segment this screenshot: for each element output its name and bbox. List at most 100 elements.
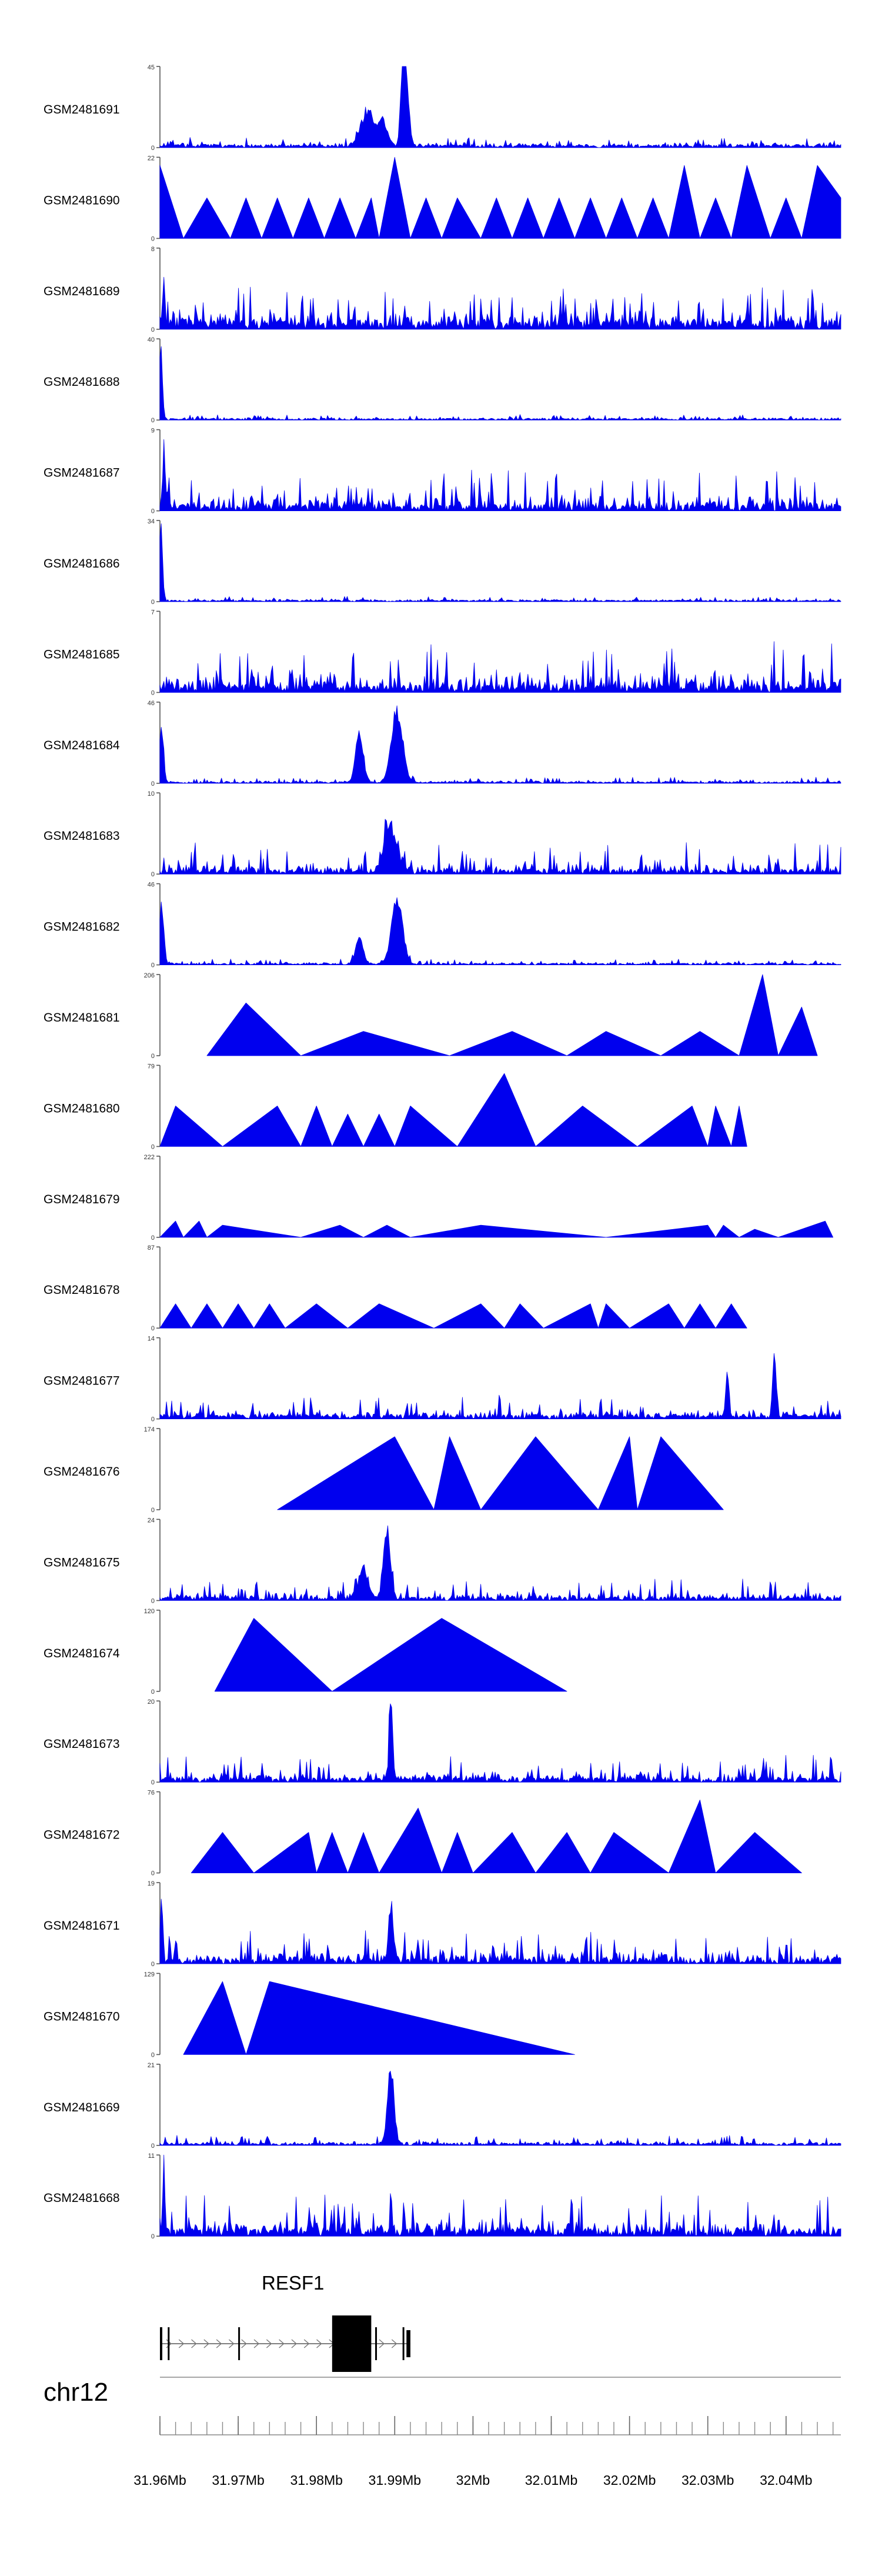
exon <box>332 2315 372 2372</box>
y-tick-label-min: 0 <box>151 2143 155 2150</box>
signal-area <box>159 1303 747 1329</box>
y-tick-label-min: 0 <box>151 1689 155 1696</box>
track-GSM2481678: GSM2481678 87 0 <box>44 1244 747 1332</box>
track-GSM2481688: GSM2481688 40 0 <box>44 336 841 424</box>
signal-area <box>159 346 841 421</box>
signal-area <box>183 1981 575 2055</box>
track-label: GSM2481668 <box>44 2191 120 2205</box>
exon <box>238 2327 240 2360</box>
track-label: GSM2481684 <box>44 739 120 752</box>
track-label: GSM2481689 <box>44 285 120 298</box>
y-tick-label-min: 0 <box>151 417 155 424</box>
track-label: GSM2481691 <box>44 103 120 116</box>
exon <box>168 2327 170 2360</box>
y-tick-label-max: 22 <box>148 155 155 162</box>
y-tick-label-min: 0 <box>151 689 155 696</box>
track-label: GSM2481669 <box>44 2101 120 2114</box>
y-tick-label-max: 14 <box>148 1336 155 1343</box>
track-label: GSM2481678 <box>44 1283 120 1297</box>
y-tick-label-min: 0 <box>151 962 155 969</box>
strand-arrow <box>291 2339 298 2348</box>
y-tick-label-min: 0 <box>151 1325 155 1332</box>
signal-area <box>206 974 818 1056</box>
y-tick-label-min: 0 <box>151 1870 155 1877</box>
y-tick-label-max: 222 <box>144 1154 155 1161</box>
signal-area <box>159 1073 747 1147</box>
y-tick-label-min: 0 <box>151 599 155 606</box>
y-tick-label-max: 7 <box>151 609 155 616</box>
strand-arrow <box>379 2339 385 2348</box>
signal-area <box>159 66 841 148</box>
y-tick-label-min: 0 <box>151 1507 155 1514</box>
y-tick-label-min: 0 <box>151 235 155 242</box>
y-tick-label-max: 45 <box>148 64 155 71</box>
track-GSM2481668: GSM2481668 11 0 <box>44 2153 841 2240</box>
track-GSM2481679: GSM2481679 222 0 <box>44 1154 834 1242</box>
y-tick-label-max: 76 <box>148 1790 155 1797</box>
track-label: GSM2481674 <box>44 1647 120 1660</box>
track-GSM2481691: GSM2481691 45 0 <box>44 64 841 152</box>
y-tick-label-max: 10 <box>148 790 155 798</box>
x-tick-label: 32.01Mb <box>525 2472 578 2488</box>
x-tick-label: 32.04Mb <box>760 2472 813 2488</box>
y-tick-label-min: 0 <box>151 145 155 152</box>
y-tick-label-min: 0 <box>151 326 155 333</box>
signal-area <box>159 523 841 602</box>
strand-arrow <box>279 2339 285 2348</box>
signal-tracks: GSM2481691450GSM2481690220GSM248168980GS… <box>44 64 841 2240</box>
track-GSM2481682: GSM2481682 46 0 <box>44 882 841 969</box>
track-label: GSM2481680 <box>44 1102 120 1115</box>
strand-arrow <box>266 2339 272 2348</box>
exon <box>160 2327 162 2360</box>
signal-area <box>159 705 841 784</box>
y-tick-label-max: 24 <box>148 1517 155 1524</box>
signal-area <box>159 1353 841 1419</box>
strand-arrow <box>253 2339 260 2348</box>
track-GSM2481671: GSM2481671 19 0 <box>44 1880 841 1968</box>
track-label: GSM2481682 <box>44 920 120 934</box>
exon <box>406 2330 410 2357</box>
x-tick-label: 32.02Mb <box>603 2472 656 2488</box>
track-label: GSM2481677 <box>44 1374 120 1388</box>
strand-arrow <box>191 2339 197 2348</box>
y-tick-label-max: 79 <box>148 1063 155 1070</box>
y-tick-label-max: 174 <box>144 1426 155 1433</box>
track-label: GSM2481670 <box>44 2010 120 2023</box>
track-label: GSM2481685 <box>44 648 120 661</box>
track-GSM2481670: GSM2481670 129 0 <box>44 1971 575 2058</box>
exon <box>375 2327 377 2360</box>
y-tick-label-max: 19 <box>148 1880 155 1887</box>
track-label: GSM2481681 <box>44 1011 120 1025</box>
y-tick-label-max: 9 <box>151 428 155 435</box>
y-tick-label-min: 0 <box>151 508 155 515</box>
y-tick-label-min: 0 <box>151 871 155 878</box>
y-tick-label-min: 0 <box>151 1961 155 1968</box>
y-tick-label-max: 20 <box>148 1699 155 1706</box>
y-tick-label-max: 8 <box>151 246 155 253</box>
y-tick-label-max: 11 <box>148 2153 155 2160</box>
signal-area <box>159 1898 841 1964</box>
y-tick-label-max: 120 <box>144 1608 155 1615</box>
track-GSM2481685: GSM2481685 7 0 <box>44 609 841 696</box>
y-tick-label-min: 0 <box>151 1143 155 1150</box>
y-tick-label-min: 0 <box>151 2051 155 2058</box>
y-tick-label-min: 0 <box>151 1416 155 1423</box>
signal-area <box>159 641 841 693</box>
gene-label: RESF1 <box>262 2272 324 2294</box>
track-GSM2481689: GSM2481689 8 0 <box>44 246 841 333</box>
x-tick-label: 32Mb <box>456 2472 490 2488</box>
x-tick-label: 31.96Mb <box>133 2472 186 2488</box>
y-tick-label-max: 87 <box>148 1244 155 1252</box>
signal-area <box>159 2071 841 2146</box>
signal-area <box>214 1618 567 1692</box>
genomic-axis: chr12 31.96Mb 31.97Mb 31.98Mb 31.99Mb 32Mb 32… <box>44 2377 841 2488</box>
strand-arrow <box>178 2339 185 2348</box>
track-GSM2481684: GSM2481684 46 0 <box>44 700 841 788</box>
y-tick-label-min: 0 <box>151 1053 155 1060</box>
track-GSM2481687: GSM2481687 9 0 <box>44 428 841 515</box>
track-GSM2481683: GSM2481683 10 0 <box>44 790 841 878</box>
track-label: GSM2481675 <box>44 1556 120 1569</box>
track-label: GSM2481687 <box>44 466 120 480</box>
y-tick-label-max: 46 <box>148 700 155 707</box>
